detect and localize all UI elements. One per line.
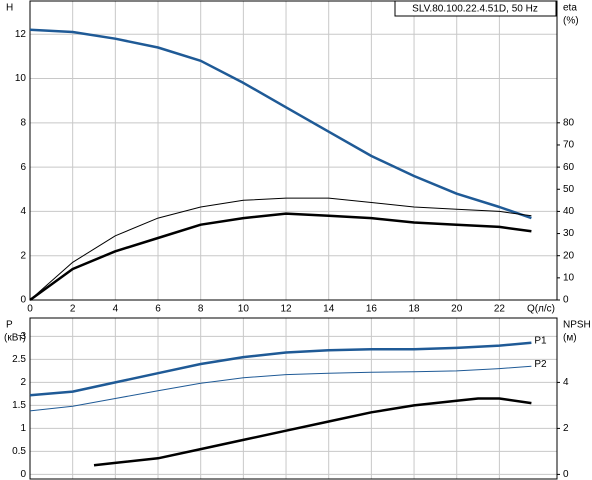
x-tick-label: 14 (323, 304, 335, 315)
y2-tick-label: 50 (563, 184, 575, 195)
y-tick-label: 3 (20, 331, 26, 342)
y-tick-label: 12 (15, 29, 27, 40)
plot-frame (29, 0, 558, 301)
y-tick-label: 8 (20, 117, 26, 128)
y2-axis-label: NPSH (563, 320, 591, 331)
chart-title: SLV.80.100.22.4.51D, 50 Hz (412, 4, 538, 15)
y2-tick-label: 80 (563, 117, 575, 128)
series-line (29, 197, 532, 301)
y-axis-label: H (6, 3, 13, 14)
y2-tick-label: 10 (563, 272, 575, 283)
y2-tick-label: 70 (563, 140, 575, 151)
y-tick-label: 2.5 (12, 354, 26, 365)
y2-tick-label: 20 (563, 250, 575, 261)
plot-frame (29, 317, 558, 480)
x-tick-label: 22 (494, 304, 506, 315)
y2-tick-label: 2 (563, 423, 569, 434)
x-tick-label: 8 (198, 304, 204, 315)
x-tick-label: 2 (70, 304, 76, 315)
x-tick-label: 18 (408, 304, 420, 315)
x-tick-label: 16 (366, 304, 378, 315)
x-tick-label: 10 (238, 304, 250, 315)
series-line (93, 397, 532, 467)
y-tick-label: 4 (20, 206, 26, 217)
y-tick-label: 1.5 (12, 400, 26, 411)
series-line (29, 28, 532, 220)
series-line (29, 365, 532, 412)
x-tick-label: 0 (27, 304, 33, 315)
y2-axis-label: eta (563, 3, 577, 14)
y2-axis-unit: (%) (563, 16, 579, 27)
y2-tick-label: 60 (563, 162, 575, 173)
x-axis-label: Q(л/с) (527, 304, 555, 315)
y2-tick-label: 4 (563, 377, 569, 388)
y2-tick-label: 30 (563, 228, 575, 239)
y-tick-label: 2 (20, 250, 26, 261)
x-tick-label: 4 (113, 304, 119, 315)
y-tick-label: 10 (15, 73, 27, 84)
y-tick-label: 6 (20, 162, 26, 173)
y2-tick-label: 40 (563, 206, 575, 217)
y2-axis-unit: (м) (563, 333, 577, 344)
y-tick-label: 0.5 (12, 446, 26, 457)
x-tick-label: 6 (155, 304, 161, 315)
series-line (29, 212, 532, 302)
title-box (394, 0, 557, 17)
y-tick-label: 1 (20, 423, 26, 434)
series-label: P2 (534, 359, 547, 370)
x-tick-label: 12 (280, 304, 292, 315)
y-tick-label: 2 (20, 377, 26, 388)
y2-tick-label: 0 (563, 295, 569, 306)
y-tick-label: 0 (20, 469, 26, 480)
y-axis-label: P (6, 320, 13, 331)
series-label: P1 (534, 335, 547, 346)
series-line (29, 341, 532, 397)
y-tick-label: 0 (20, 295, 26, 306)
y-axis-unit: (кВт) (4, 333, 26, 344)
y2-tick-label: 0 (563, 469, 569, 480)
x-tick-label: 20 (451, 304, 463, 315)
